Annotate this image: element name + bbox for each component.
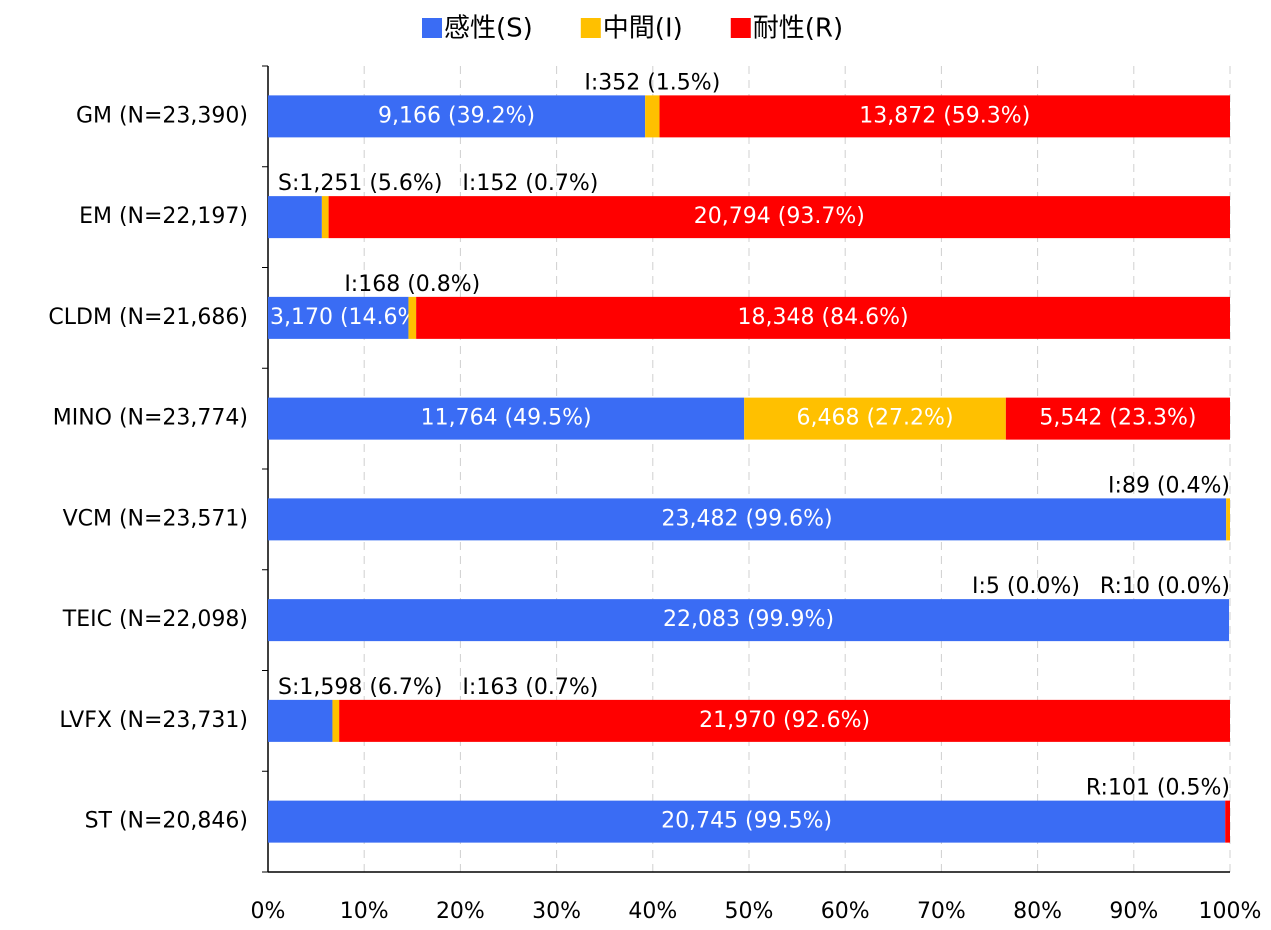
value-label: 6,468 (27.2%) [797, 406, 954, 431]
legend-swatch [580, 18, 601, 38]
value-label: S:1,598 (6.7%) [278, 675, 442, 700]
bar-segment [268, 196, 322, 239]
bar-segment [268, 498, 1227, 541]
x-tick-label: 100% [1199, 899, 1262, 924]
x-tick-label: 90% [1109, 899, 1158, 924]
bar-segment [268, 699, 333, 742]
value-label: 20,745 (99.5%) [661, 809, 832, 834]
bar-segment [328, 196, 1231, 239]
x-tick-label: 40% [628, 899, 677, 924]
value-label: S:1,251 (5.6%) [278, 171, 442, 196]
bar-segment [268, 397, 745, 440]
value-label: 20,794 (93.7%) [694, 204, 865, 229]
value-label: I:163 (0.7%) [462, 675, 598, 700]
x-tick-label: 70% [917, 899, 966, 924]
x-tick-label: 0% [251, 899, 286, 924]
category-label: MINO (N=23,774) [53, 406, 248, 431]
value-label: I:168 (0.8%) [344, 272, 480, 297]
legend-swatch [730, 18, 751, 38]
value-label: R:10 (0.0%) [1100, 574, 1230, 599]
bar-segment [321, 196, 329, 239]
category-label: VCM (N=23,571) [63, 506, 248, 531]
value-label: R:101 (0.5%) [1086, 776, 1230, 801]
x-tick-label: 60% [821, 899, 870, 924]
value-label: I:5 (0.0%) [972, 574, 1080, 599]
bar-segment [268, 800, 1226, 843]
value-label: I:89 (0.4%) [1108, 473, 1230, 498]
value-label: 3,170 (14.6%) [270, 305, 427, 330]
value-label: I:152 (0.7%) [462, 171, 598, 196]
value-label: I:352 (1.5%) [584, 70, 720, 95]
legend-label: 中間(I) [603, 14, 683, 44]
x-tick-label: 30% [532, 899, 581, 924]
category-label: LVFX (N=23,731) [59, 708, 248, 733]
bar-segment [268, 95, 646, 138]
bar-segment [1225, 800, 1230, 843]
legend-label: 感性(S) [444, 14, 533, 44]
legend-swatch [422, 18, 442, 38]
bar-segment [1005, 397, 1230, 440]
x-tick-label: 10% [340, 899, 389, 924]
legend-label: 耐性(R) [753, 14, 843, 44]
category-label: EM (N=22,197) [79, 204, 248, 229]
bar-segment [744, 397, 1006, 440]
value-label: 18,348 (84.6%) [738, 305, 909, 330]
value-label: 22,083 (99.9%) [663, 607, 834, 632]
bar-segment [645, 95, 660, 138]
bar-segment [1226, 498, 1230, 541]
bar-segment [408, 296, 417, 339]
legend: 感性(S) 中間(I) 耐性(R) [422, 14, 843, 44]
category-label: TEIC (N=22,098) [62, 607, 248, 632]
x-tick-label: 20% [436, 899, 485, 924]
x-tick-label: 80% [1013, 899, 1062, 924]
bar-segment [416, 296, 1230, 339]
value-label: 23,482 (99.6%) [662, 506, 833, 531]
value-label: 21,970 (92.6%) [699, 708, 870, 733]
bar-segment [332, 699, 340, 742]
bar-segment [268, 296, 409, 339]
value-label: 5,542 (23.3%) [1039, 406, 1196, 431]
value-label: 9,166 (39.2%) [378, 103, 535, 128]
value-label: 11,764 (49.5%) [421, 406, 592, 431]
bar-segment [659, 95, 1230, 138]
bar-segment [339, 699, 1230, 742]
value-label: 13,872 (59.3%) [859, 103, 1030, 128]
category-label: ST (N=20,846) [85, 809, 248, 834]
bar-segment [268, 599, 1230, 642]
category-label: GM (N=23,390) [76, 103, 248, 128]
category-label: CLDM (N=21,686) [48, 305, 248, 330]
x-tick-label: 50% [725, 899, 774, 924]
